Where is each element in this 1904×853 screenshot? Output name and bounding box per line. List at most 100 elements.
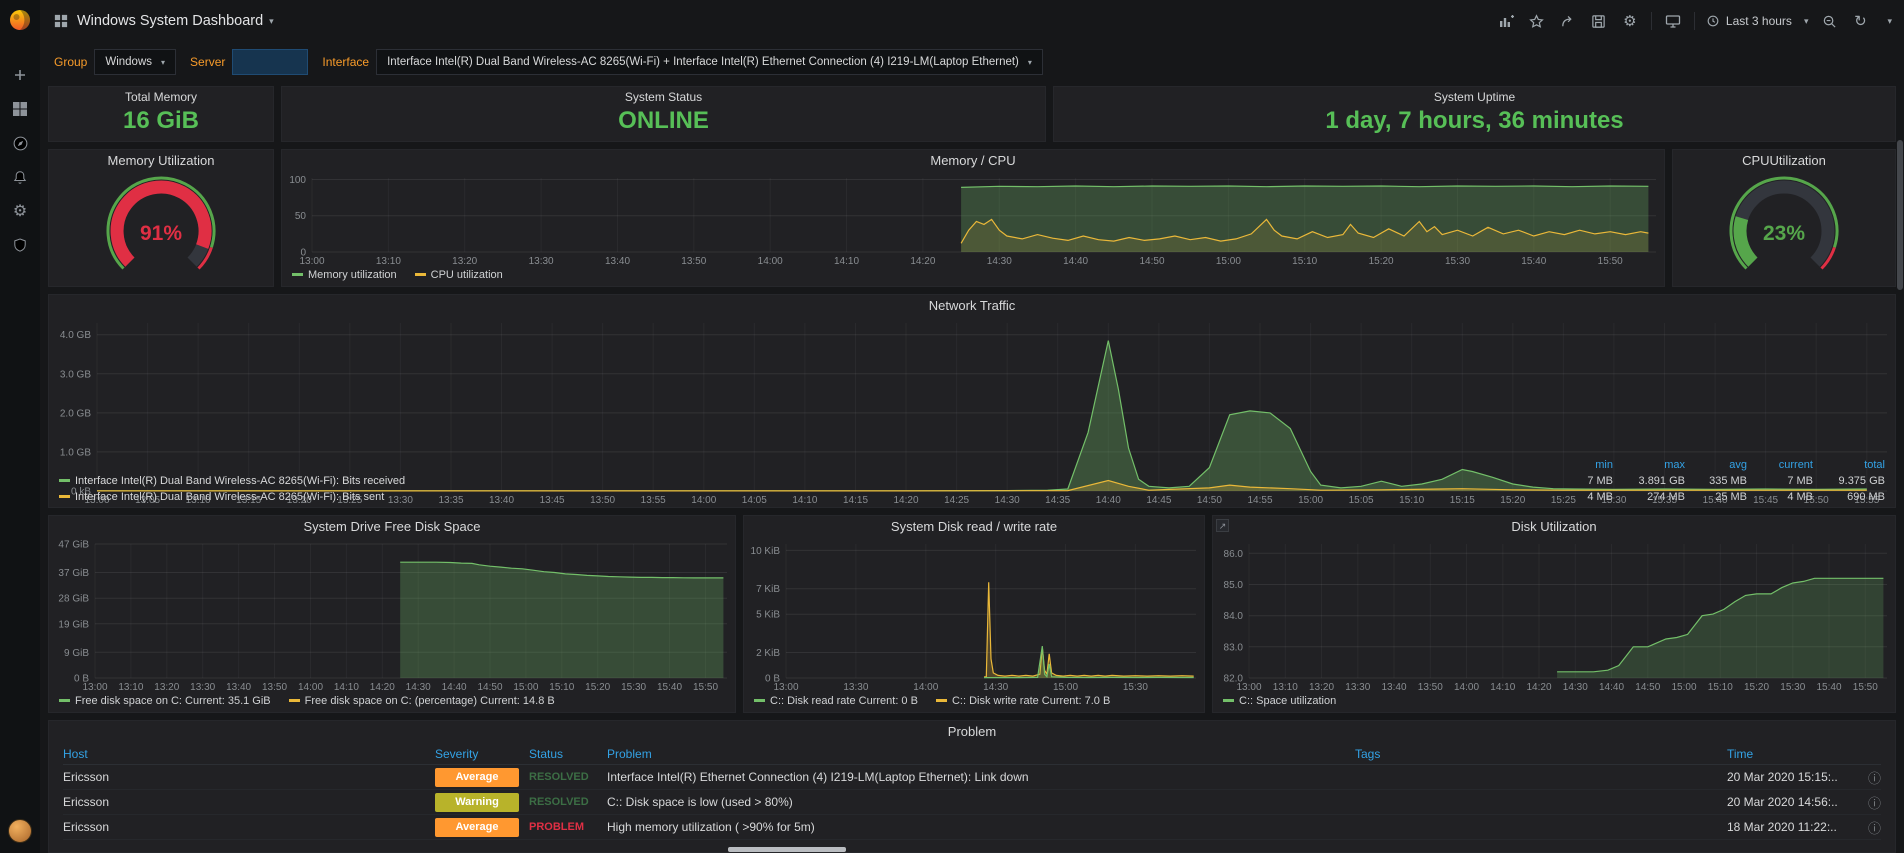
dashboard-grid-area: Total Memory 16 GiB System Status ONLINE… xyxy=(40,82,1904,853)
panel-cpu-utilization: CPUUtilization 23% xyxy=(1672,149,1896,287)
horizontal-scrollbar-thumb[interactable] xyxy=(728,847,846,852)
legend-item[interactable]: Memory utilization xyxy=(292,269,397,281)
svg-text:15:30: 15:30 xyxy=(1445,256,1470,266)
svg-text:14:10: 14:10 xyxy=(834,256,859,266)
total-memory-value: 16 GiB xyxy=(122,107,200,134)
legend-item[interactable]: C:: Space utilization xyxy=(1223,695,1336,707)
network-legend-row: Interface Intel(R) Dual Band Wireless-AC… xyxy=(59,489,1885,505)
legend-item[interactable]: Interface Intel(R) Dual Band Wireless-AC… xyxy=(59,475,1551,487)
legend-item[interactable]: C:: Disk write rate Current: 7.0 B xyxy=(935,695,1110,707)
panel-system-uptime: System Uptime 1 day, 7 hours, 36 minutes xyxy=(1053,86,1896,142)
svg-text:13:00: 13:00 xyxy=(299,256,324,266)
problem-column-header[interactable]: Tags xyxy=(1355,746,1381,761)
svg-text:13:30: 13:30 xyxy=(843,682,868,692)
panel-title[interactable]: System Drive Free Disk Space xyxy=(303,519,481,534)
free-disk-chart[interactable]: 0 B 9 GiB 19 GiB 28 GiB 37 GiB 47 GiB 13:00 13:… xyxy=(49,538,735,693)
svg-text:13:20: 13:20 xyxy=(452,256,477,266)
time-range-picker[interactable]: Last 3 hours ▾ xyxy=(1706,14,1808,28)
disk-utilization-chart[interactable]: 82.0 83.0 84.0 85.0 86.0 13:00 13:10 13:20 13:30… xyxy=(1213,538,1895,693)
save-icon[interactable] xyxy=(1589,11,1609,31)
info-icon[interactable]: ⓘ xyxy=(1867,795,1881,811)
panel-title[interactable]: Total Memory xyxy=(124,90,198,104)
alerting-bell-icon[interactable] xyxy=(9,166,31,188)
tv-mode-icon[interactable] xyxy=(1663,11,1683,31)
interface-select[interactable]: Interface Intel(R) Dual Band Wireless-AC… xyxy=(376,49,1043,75)
problem-column-header[interactable]: Status xyxy=(529,746,564,761)
legend-column-header[interactable]: current xyxy=(1778,459,1813,471)
svg-text:13:10: 13:10 xyxy=(118,682,143,692)
problem-row[interactable]: Ericsson Warning RESOLVED C:: Disk space is… xyxy=(63,790,1881,815)
severity-badge: Average xyxy=(435,767,519,787)
problem-column-header[interactable]: Severity xyxy=(435,746,479,761)
vertical-scrollbar-thumb[interactable] xyxy=(1897,140,1903,290)
configuration-gear-icon[interactable]: ⚙ xyxy=(12,203,28,220)
share-icon[interactable] xyxy=(1558,11,1578,31)
svg-text:15:35: 15:35 xyxy=(1652,495,1677,505)
legend-item[interactable]: C:: Disk read rate Current: 0 B xyxy=(754,695,918,707)
legend-column-header[interactable]: total xyxy=(1864,459,1885,471)
create-icon[interactable] xyxy=(9,64,31,86)
time-range-label: Last 3 hours xyxy=(1725,14,1792,28)
group-select[interactable]: Windows ▾ xyxy=(94,49,177,75)
problem-column-header[interactable]: Time xyxy=(1727,746,1754,761)
legend-item[interactable]: Free disk space on C: Current: 35.1 GiB xyxy=(59,695,271,707)
problem-row[interactable]: Ericsson Average RESOLVED Interface Intel(R… xyxy=(63,765,1881,790)
dashboards-icon[interactable] xyxy=(9,98,31,120)
problem-column-header[interactable]: Host xyxy=(63,746,88,761)
svg-text:4.0 GB: 4.0 GB xyxy=(60,330,91,341)
svg-text:15:40: 15:40 xyxy=(1816,682,1841,692)
add-panel-icon[interactable] xyxy=(1496,11,1516,31)
legend-column-header[interactable]: max xyxy=(1664,459,1685,471)
svg-text:15:00: 15:00 xyxy=(1298,495,1323,505)
svg-text:13:40: 13:40 xyxy=(1381,682,1406,692)
svg-text:37 GiB: 37 GiB xyxy=(58,568,89,579)
dashboard-title[interactable]: Windows System Dashboard xyxy=(77,13,264,29)
network-traffic-chart[interactable]: 0 kB 1.0 GB 2.0 GB 3.0 GB 4.0 GB 13:00 13:05 13… xyxy=(49,317,1895,506)
legend-column-header[interactable]: min xyxy=(1595,459,1613,471)
panel-title[interactable]: System Status xyxy=(624,90,703,104)
svg-text:14:10: 14:10 xyxy=(1490,682,1515,692)
panel-title[interactable]: System Disk read / write rate xyxy=(890,519,1058,534)
legend-item[interactable]: Free disk space on C: (percentage) Curre… xyxy=(288,695,555,707)
zoom-out-icon[interactable] xyxy=(1819,11,1839,31)
legend-item[interactable]: Interface Intel(R) Dual Band Wireless-AC… xyxy=(59,491,1551,503)
explore-compass-icon[interactable] xyxy=(9,132,31,154)
legend-column-header[interactable]: avg xyxy=(1729,459,1747,471)
svg-text:13:15: 13:15 xyxy=(236,495,261,505)
panel-title[interactable]: Memory Utilization xyxy=(107,153,215,168)
panel-title[interactable]: Problem xyxy=(947,724,997,739)
sidebar: ⚙ xyxy=(0,0,40,853)
disk-read-write-chart[interactable]: 0 B 2 KiB 5 KiB 7 KiB 10 KiB 13:00 13:30 14:00 1… xyxy=(744,538,1204,693)
server-admin-shield-icon[interactable] xyxy=(9,234,31,256)
title-caret-icon[interactable]: ▾ xyxy=(269,15,274,26)
info-icon[interactable]: ⓘ xyxy=(1867,770,1881,786)
svg-text:14:40: 14:40 xyxy=(442,682,467,692)
server-select[interactable] xyxy=(232,49,309,75)
panel-title[interactable]: Disk Utilization xyxy=(1511,519,1597,534)
legend-item[interactable]: CPU utilization xyxy=(414,269,503,281)
settings-gear-icon[interactable]: ⚙ xyxy=(1623,13,1637,30)
refresh-interval-caret-icon[interactable]: ▾ xyxy=(1887,15,1892,26)
panel-title[interactable]: CPUUtilization xyxy=(1742,153,1826,168)
user-avatar[interactable] xyxy=(8,819,32,843)
svg-text:14:10: 14:10 xyxy=(334,682,359,692)
problem-column-header[interactable]: Problem xyxy=(607,746,652,761)
panel-title[interactable]: Network Traffic xyxy=(928,298,1016,313)
svg-text:86.0: 86.0 xyxy=(1224,549,1244,560)
panel-memory-cpu: Memory / CPU 0 50 100 13:00 13:10 13:20 13:30 1… xyxy=(281,149,1665,287)
svg-text:13:40: 13:40 xyxy=(226,682,251,692)
grafana-logo[interactable] xyxy=(7,6,33,32)
svg-text:14:30: 14:30 xyxy=(995,495,1020,505)
problem-row[interactable]: Ericsson Average PROBLEM High memory utiliz… xyxy=(63,815,1881,840)
panel-link-icon[interactable]: ↗ xyxy=(1216,519,1229,532)
panel-title[interactable]: Memory / CPU xyxy=(930,153,1016,168)
memory-cpu-chart[interactable]: 0 50 100 13:00 13:10 13:20 13:30 13:40 13:50 14:0… xyxy=(282,172,1664,267)
info-icon[interactable]: ⓘ xyxy=(1867,820,1881,836)
panel-title[interactable]: System Uptime xyxy=(1433,90,1516,104)
svg-text:13:25: 13:25 xyxy=(337,495,362,505)
problem-time: 18 Mar 2020 11:22:.. xyxy=(1727,820,1837,834)
refresh-icon[interactable]: ↻ xyxy=(1854,13,1867,30)
svg-text:15:10: 15:10 xyxy=(549,682,574,692)
star-icon[interactable] xyxy=(1527,11,1547,31)
svg-text:15:50: 15:50 xyxy=(1598,256,1623,266)
